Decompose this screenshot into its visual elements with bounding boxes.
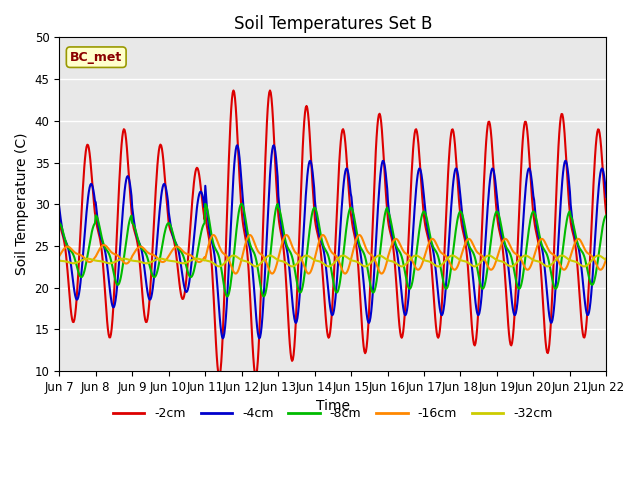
- X-axis label: Time: Time: [316, 399, 350, 413]
- Y-axis label: Soil Temperature (C): Soil Temperature (C): [15, 133, 29, 276]
- Text: BC_met: BC_met: [70, 51, 122, 64]
- Legend: -2cm, -4cm, -8cm, -16cm, -32cm: -2cm, -4cm, -8cm, -16cm, -32cm: [108, 402, 557, 425]
- Title: Soil Temperatures Set B: Soil Temperatures Set B: [234, 15, 432, 33]
